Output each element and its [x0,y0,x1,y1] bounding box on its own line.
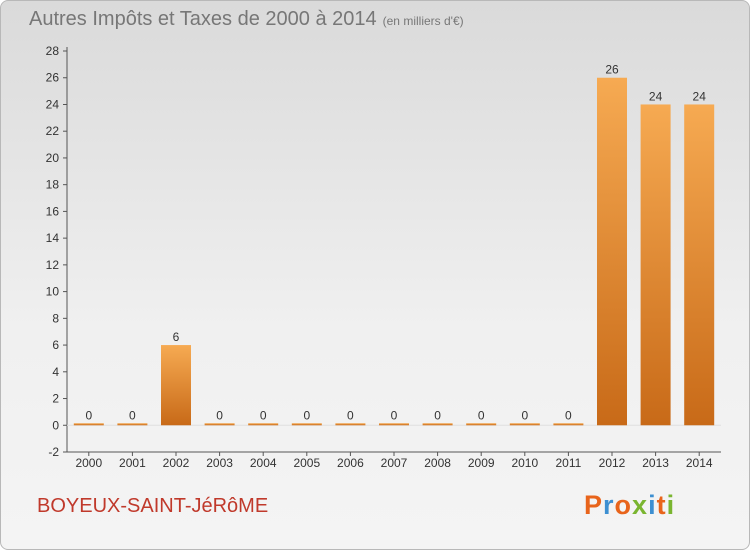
y-tick-label: 28 [46,44,60,58]
y-tick-label: 16 [46,204,60,218]
bar [204,423,235,426]
x-tick-label: 2003 [206,456,233,470]
bar [684,104,715,426]
y-tick-label: 20 [46,151,60,165]
x-tick-label: 2001 [119,456,146,470]
y-tick-label: -2 [48,445,59,459]
y-tick-label: 18 [46,178,60,192]
logo-letter: i [666,490,676,520]
x-tick-label: 2006 [337,456,364,470]
chart-title-text: Autres Impôts et Taxes de 2000 à 2014 [29,8,377,30]
bar-value-label: 6 [173,330,180,344]
logo-letter: r [603,490,615,520]
bar [466,423,497,426]
bar-value-label: 0 [347,408,354,422]
bar [509,423,540,426]
chart-subtitle: (en milliers d'€) [382,14,464,28]
bar-value-label: 0 [216,408,223,422]
bar-value-label: 24 [693,89,707,103]
bar-value-label: 0 [85,408,92,422]
chart-title: Autres Impôts et Taxes de 2000 à 2014 (en… [29,8,464,31]
bar-value-label: 0 [260,408,267,422]
logo-letter: i [648,490,657,520]
bar [640,104,671,426]
y-tick-label: 8 [52,311,59,325]
y-tick-label: 0 [52,418,59,432]
x-tick-label: 2013 [642,456,669,470]
logo-letter: o [614,490,633,520]
y-tick-label: 2 [52,392,59,406]
bar [291,423,322,426]
logo-letter: x [632,490,649,520]
bar-value-label: 0 [565,408,572,422]
bar-value-label: 0 [391,408,398,422]
bar-value-label: 24 [649,89,663,103]
bar [422,423,453,426]
x-tick-label: 2002 [163,456,190,470]
x-tick-label: 2000 [75,456,102,470]
commune-name: BOYEUX-SAINT-JéRôME [37,495,269,517]
x-tick-label: 2008 [424,456,451,470]
x-tick-label: 2010 [511,456,538,470]
x-tick-label: 2012 [599,456,626,470]
y-tick-label: 6 [52,338,59,352]
y-tick-label: 14 [46,231,60,245]
bar-value-label: 0 [303,408,310,422]
y-tick-label: 10 [46,285,60,299]
x-tick-label: 2007 [381,456,408,470]
x-tick-label: 2005 [293,456,320,470]
bar-value-label: 0 [478,408,485,422]
bar [335,423,366,426]
x-tick-label: 2009 [468,456,495,470]
y-tick-label: 24 [46,97,60,111]
bar [117,423,148,426]
logo-letter: t [656,490,667,520]
bar [597,77,627,426]
bar-value-label: 0 [521,408,528,422]
bar-value-label: 0 [434,408,441,422]
x-tick-label: 2004 [250,456,277,470]
y-tick-label: 22 [46,124,60,138]
bar [553,423,584,426]
bar [248,423,279,426]
proxiti-logo: Proxiti [584,490,675,521]
bar [379,423,409,426]
bar-value-label: 0 [129,408,136,422]
y-tick-label: 26 [46,71,60,85]
x-tick-label: 2014 [686,456,713,470]
bar-value-label: 26 [605,63,619,77]
x-tick-label: 2011 [555,456,581,470]
y-tick-label: 12 [46,258,60,272]
y-tick-label: 4 [52,365,59,379]
bar [73,423,104,426]
logo-letter: P [584,490,604,520]
bar [161,345,191,426]
